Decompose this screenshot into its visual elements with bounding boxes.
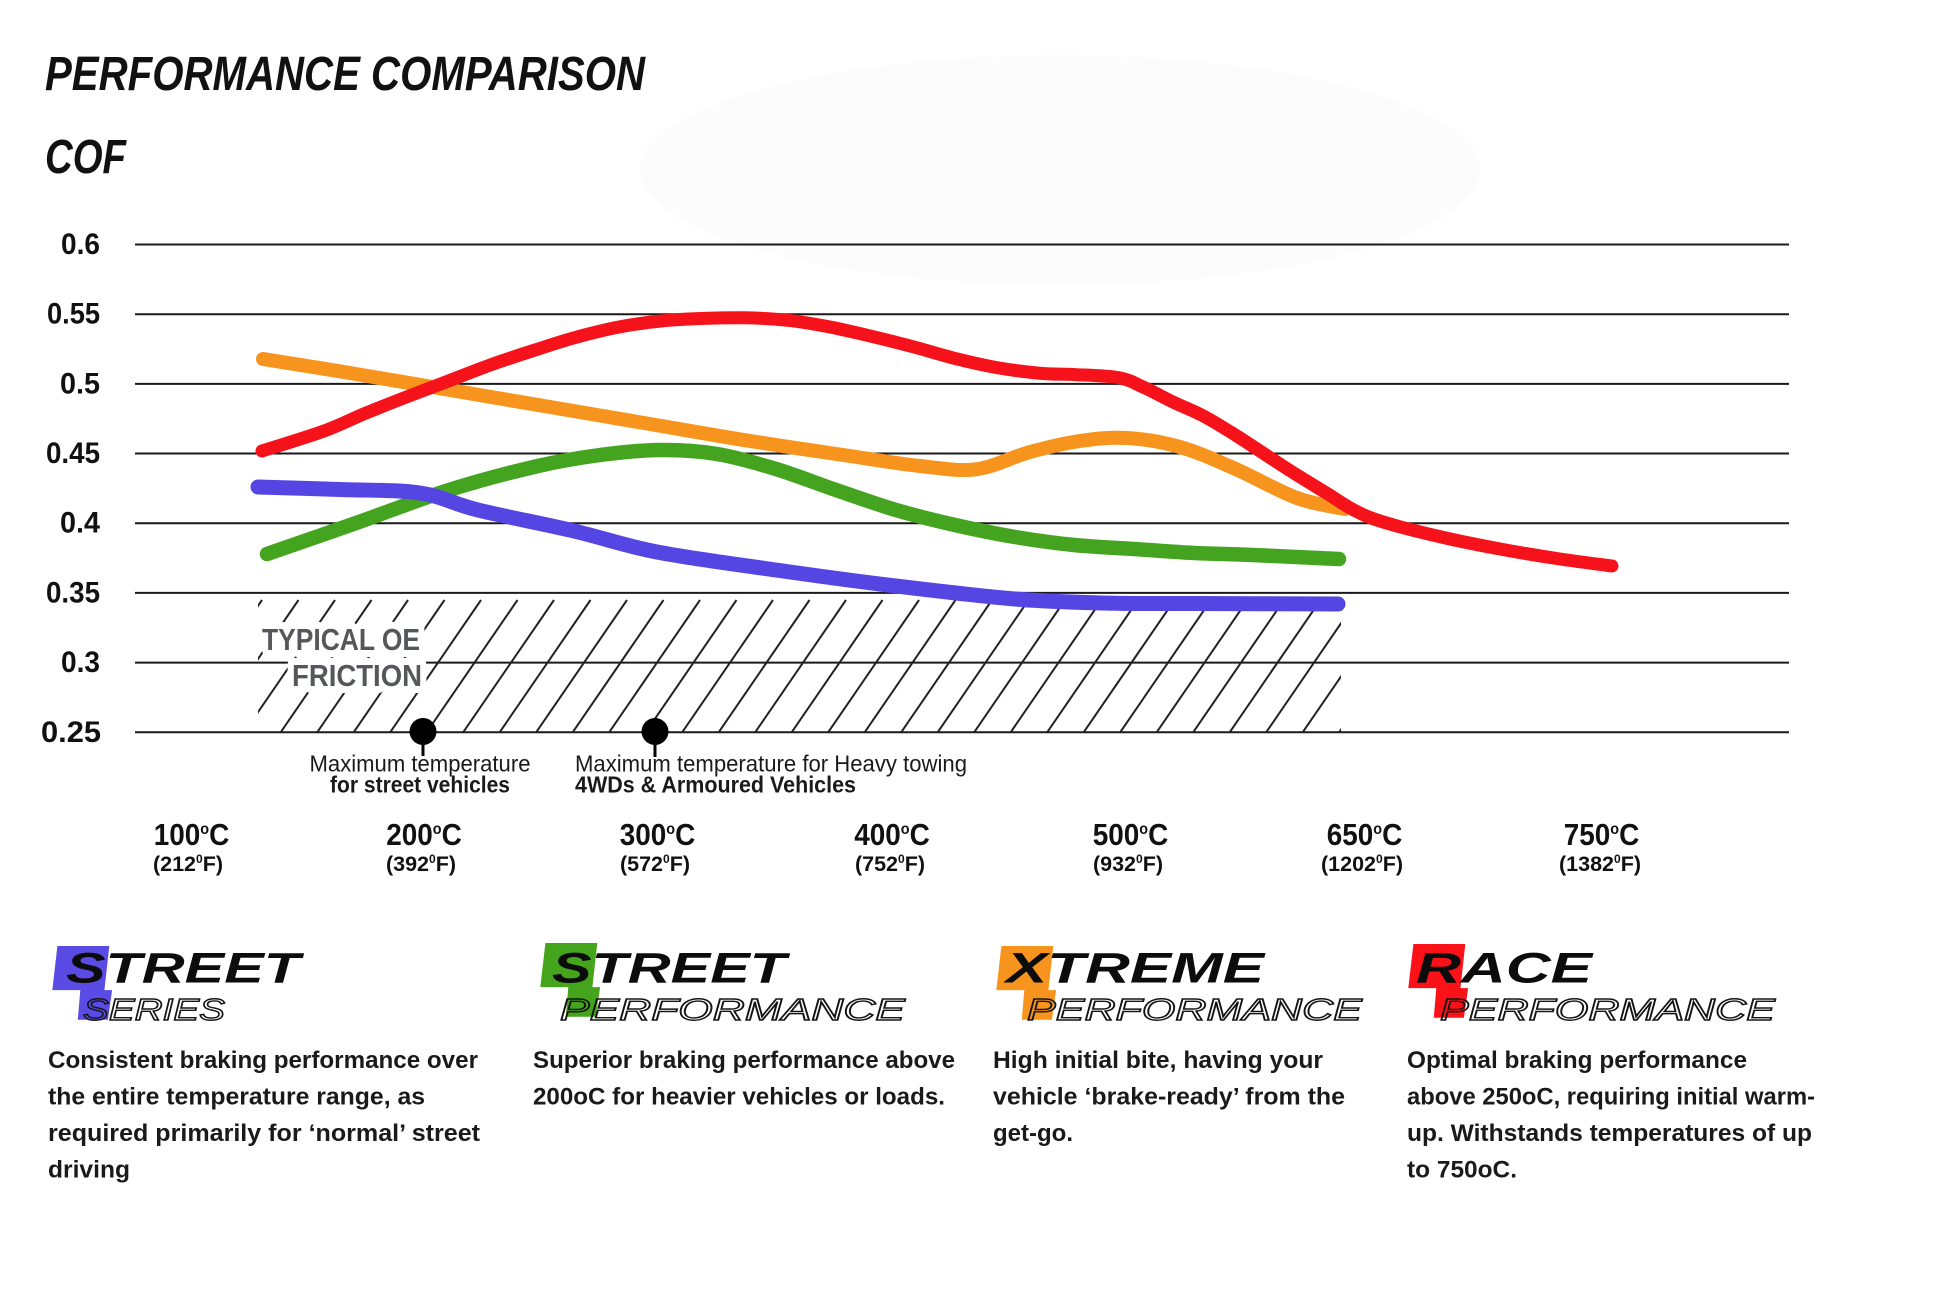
svg-text:650oC: 650oC: [1327, 818, 1402, 853]
svg-text:4WDs & Armoured Vehicles: 4WDs & Armoured Vehicles: [575, 772, 856, 798]
svg-text:0.25: 0.25: [41, 716, 101, 749]
svg-text:get-go.: get-go.: [993, 1120, 1073, 1147]
svg-text:required primarily for ‘normal: required primarily for ‘normal’ street: [48, 1120, 480, 1147]
svg-text:400oC: 400oC: [854, 818, 929, 853]
svg-text:TYPICAL OE: TYPICAL OE: [262, 622, 420, 657]
svg-text:(3920F): (3920F): [386, 852, 456, 876]
svg-text:750oC: 750oC: [1564, 818, 1639, 853]
svg-text:(7520F): (7520F): [855, 852, 925, 876]
svg-text:above 250oC, requiring initial: above 250oC, requiring initial warm-: [1407, 1084, 1815, 1111]
svg-text:FRICTION: FRICTION: [292, 658, 422, 693]
svg-text:0.55: 0.55: [47, 298, 100, 331]
svg-text:(2120F): (2120F): [153, 852, 223, 876]
svg-text:Optimal braking performance: Optimal braking performance: [1407, 1047, 1747, 1074]
svg-text:0.6: 0.6: [61, 228, 100, 261]
svg-text:(9320F): (9320F): [1093, 852, 1163, 876]
svg-text:Maximum temperature: Maximum temperature: [310, 751, 531, 777]
svg-text:200oC for heavier vehicles or: 200oC for heavier vehicles or loads.: [533, 1084, 945, 1111]
svg-text:vehicle ‘brake-ready’ from the: vehicle ‘brake-ready’ from the: [993, 1084, 1345, 1111]
svg-text:RACE: RACE: [1416, 945, 1594, 993]
svg-text:for street vehicles: for street vehicles: [330, 772, 510, 798]
svg-text:(12020F): (12020F): [1321, 852, 1403, 876]
svg-text:the entire temperature range,: the entire temperature range, as: [48, 1084, 425, 1111]
svg-text:XTREME: XTREME: [1003, 945, 1266, 993]
svg-text:STREET: STREET: [552, 945, 791, 993]
svg-text:driving: driving: [48, 1157, 130, 1184]
svg-text:0.5: 0.5: [60, 367, 100, 400]
svg-text:PERFORMANCE: PERFORMANCE: [1440, 992, 1775, 1027]
svg-text:PERFORMANCE COMPARISON: PERFORMANCE COMPARISON: [45, 48, 646, 101]
svg-text:Consistent braking performance: Consistent braking performance over: [48, 1047, 478, 1074]
svg-text:0.35: 0.35: [46, 576, 100, 609]
svg-text:COF: COF: [45, 131, 127, 184]
svg-text:to 750oC.: to 750oC.: [1407, 1157, 1517, 1184]
svg-text:200oC: 200oC: [386, 818, 461, 853]
svg-text:PERFORMANCE: PERFORMANCE: [1027, 992, 1362, 1027]
svg-text:100oC: 100oC: [154, 818, 229, 853]
svg-text:Superior braking performance a: Superior braking performance above: [533, 1047, 955, 1074]
svg-text:(13820F): (13820F): [1559, 852, 1641, 876]
svg-text:High initial bite, having your: High initial bite, having your: [993, 1047, 1323, 1074]
svg-text:STREET: STREET: [66, 945, 305, 993]
svg-text:0.45: 0.45: [46, 437, 100, 470]
svg-text:PERFORMANCE: PERFORMANCE: [560, 992, 905, 1027]
svg-text:500oC: 500oC: [1093, 818, 1168, 853]
svg-text:SERIES: SERIES: [83, 992, 225, 1027]
svg-text:Maximum temperature for Heavy: Maximum temperature for Heavy towing: [575, 751, 967, 777]
svg-text:(5720F): (5720F): [620, 852, 690, 876]
svg-text:0.3: 0.3: [61, 646, 100, 679]
svg-text:300oC: 300oC: [620, 818, 695, 853]
svg-text:0.4: 0.4: [60, 507, 100, 540]
svg-text:up. Withstands temperatures of: up. Withstands temperatures of up: [1407, 1120, 1812, 1147]
